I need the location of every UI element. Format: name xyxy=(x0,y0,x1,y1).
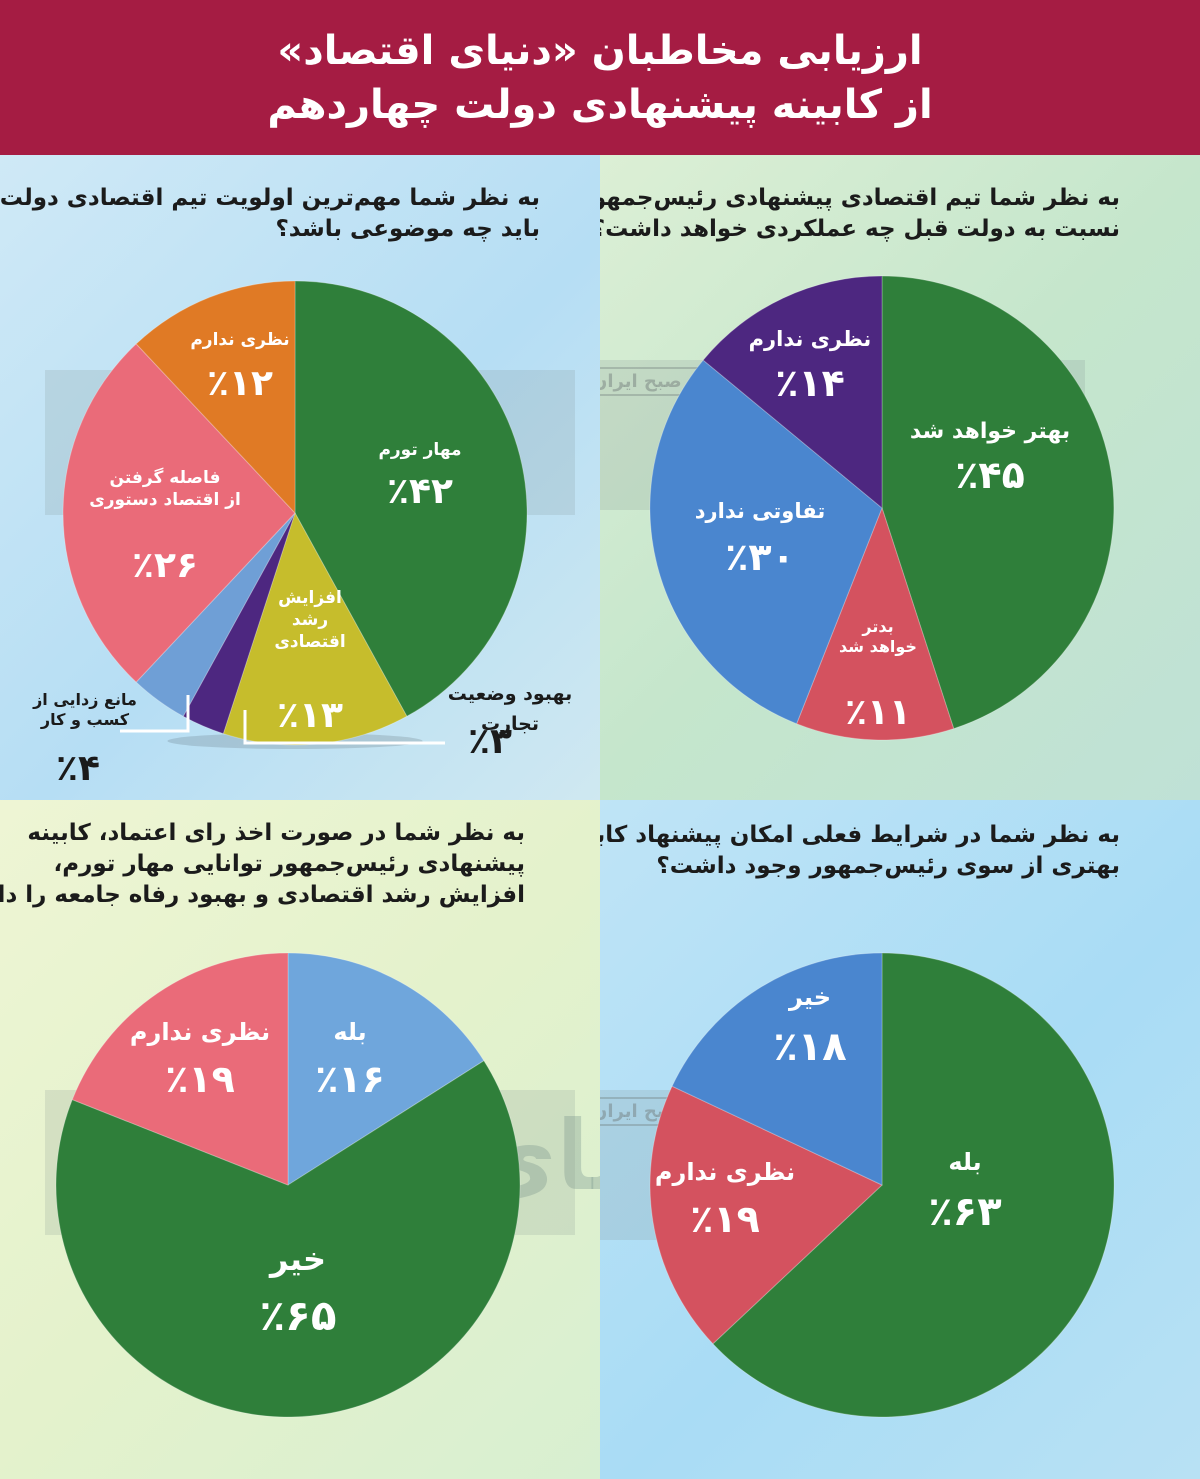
slice-label: رشد xyxy=(292,610,328,630)
slice-percent: ٪۱۹ xyxy=(690,1197,760,1241)
slice-label: مهار تورم xyxy=(378,440,461,460)
slice-label: تفاوتی ندارد xyxy=(695,499,825,523)
slice-percent: ٪۶۵ xyxy=(260,1291,337,1340)
chart-title-capability: به نظر شما در صورت اخذ رای اعتماد، کابین… xyxy=(0,820,525,908)
leader-line xyxy=(243,710,445,745)
slice-label: اقتصادی xyxy=(274,632,345,652)
slice-percent: ٪۴ xyxy=(56,748,100,789)
slice-percent: ٪۳۰ xyxy=(725,535,795,579)
page-title-line1: ارزیابی مخاطبان «دنیای اقتصاد» xyxy=(277,28,923,74)
chart-panel-capability: دنیای اقتصاد به نظر شما در صورت اخذ رای … xyxy=(0,800,600,1479)
slice-label: بهتر خواهد شد xyxy=(910,419,1070,444)
chart-title-priority: به نظر شما مهم‌ترین اولویت تیم اقتصادی د… xyxy=(0,185,540,242)
slice-label: نظری ندارم xyxy=(749,327,872,351)
slice-label: خیر xyxy=(788,983,831,1011)
slice-percent: ٪۱۱ xyxy=(845,692,911,733)
chart-panel-priority: به نظر شما مهم‌ترین اولویت تیم اقتصادی د… xyxy=(0,155,600,800)
pie-slice xyxy=(702,275,883,510)
slice-percent: ٪۶۳ xyxy=(928,1189,1001,1235)
slice-label: خواهد شد xyxy=(839,637,917,656)
pie-slice xyxy=(71,952,289,1186)
slice-label: بله xyxy=(948,1148,981,1176)
slice-percent: ٪۱۲ xyxy=(207,363,273,404)
pie-slice xyxy=(135,280,296,515)
slice-percent: ٪۴۲ xyxy=(387,471,453,512)
page-header: ارزیابی مخاطبان «دنیای اقتصاد» از کابینه… xyxy=(0,0,1200,155)
page-title-line2: از کابینه پیشنهادی دولت چهاردهم xyxy=(267,82,933,128)
pie-chart-better-cabinet: بله ٪۶۳ نظری ندارم ٪۱۹ خیر ٪۱۸ xyxy=(649,952,1115,1418)
slice-percent: ٪۱۴ xyxy=(775,361,845,405)
slice-label: فاصله گرفتن xyxy=(110,467,221,488)
pie-slice xyxy=(649,359,883,725)
pie-slice xyxy=(62,343,296,683)
pie-slice xyxy=(712,952,1115,1418)
leader-line xyxy=(120,695,190,733)
pie-slice xyxy=(649,1085,883,1345)
pie-slice xyxy=(671,952,883,1186)
pie-slice xyxy=(182,512,296,735)
slice-label: بله xyxy=(333,1018,366,1046)
chart-panel-better-cabinet: روزنامه صبح ایران به نظر شما در شرایط فع… xyxy=(600,800,1200,1479)
slice-label: نظری ندارم xyxy=(130,1018,270,1046)
chart-title-better-cabinet: به نظر شما در شرایط فعلی امکان پیشنهاد ک… xyxy=(600,822,1120,879)
slice-percent: ٪۴۵ xyxy=(955,453,1025,497)
slice-label: نظری ندارم xyxy=(655,1158,795,1186)
pie-slice xyxy=(294,280,528,717)
pie-slice xyxy=(135,512,296,717)
chart-title-performance: به نظر شما تیم اقتصادی پیشنهادی رئیس‌جمه… xyxy=(600,185,1120,242)
pie-slice xyxy=(881,275,1115,730)
slice-label: خیر xyxy=(268,1240,326,1278)
slice-label: مانع زدایی از xyxy=(32,690,137,709)
slice-percent: ٪۱۹ xyxy=(165,1057,235,1101)
pie-slice xyxy=(55,1060,521,1418)
slice-label: کسب و کار xyxy=(40,710,130,729)
slice-percent: ٪۲۶ xyxy=(132,545,198,586)
pie-slice xyxy=(795,506,955,741)
slice-label: بدتر xyxy=(861,617,893,636)
slice-label: افزایش xyxy=(278,588,342,608)
slice-percent: ٪۱۶ xyxy=(315,1057,385,1101)
chart-panel-performance: روزنامه صبح ایران به نظر شما تیم اقتصادی… xyxy=(600,155,1200,800)
pie-slice xyxy=(287,952,485,1186)
slice-percent: ٪۳ xyxy=(468,721,512,762)
slice-label: تجارت xyxy=(481,713,539,735)
slice-label: نظری ندارم xyxy=(190,330,289,350)
pie-chart-capability: بله ٪۱۶ خیر ٪۶۵ نظری ندارم ٪۱۹ xyxy=(55,952,521,1418)
slice-label: از اقتصاد دستوری xyxy=(89,490,241,510)
slice-percent: ٪۱۳ xyxy=(277,695,343,736)
slice-percent: ٪۱۸ xyxy=(773,1024,846,1070)
slice-label: بهبود وضعیت xyxy=(448,683,572,705)
